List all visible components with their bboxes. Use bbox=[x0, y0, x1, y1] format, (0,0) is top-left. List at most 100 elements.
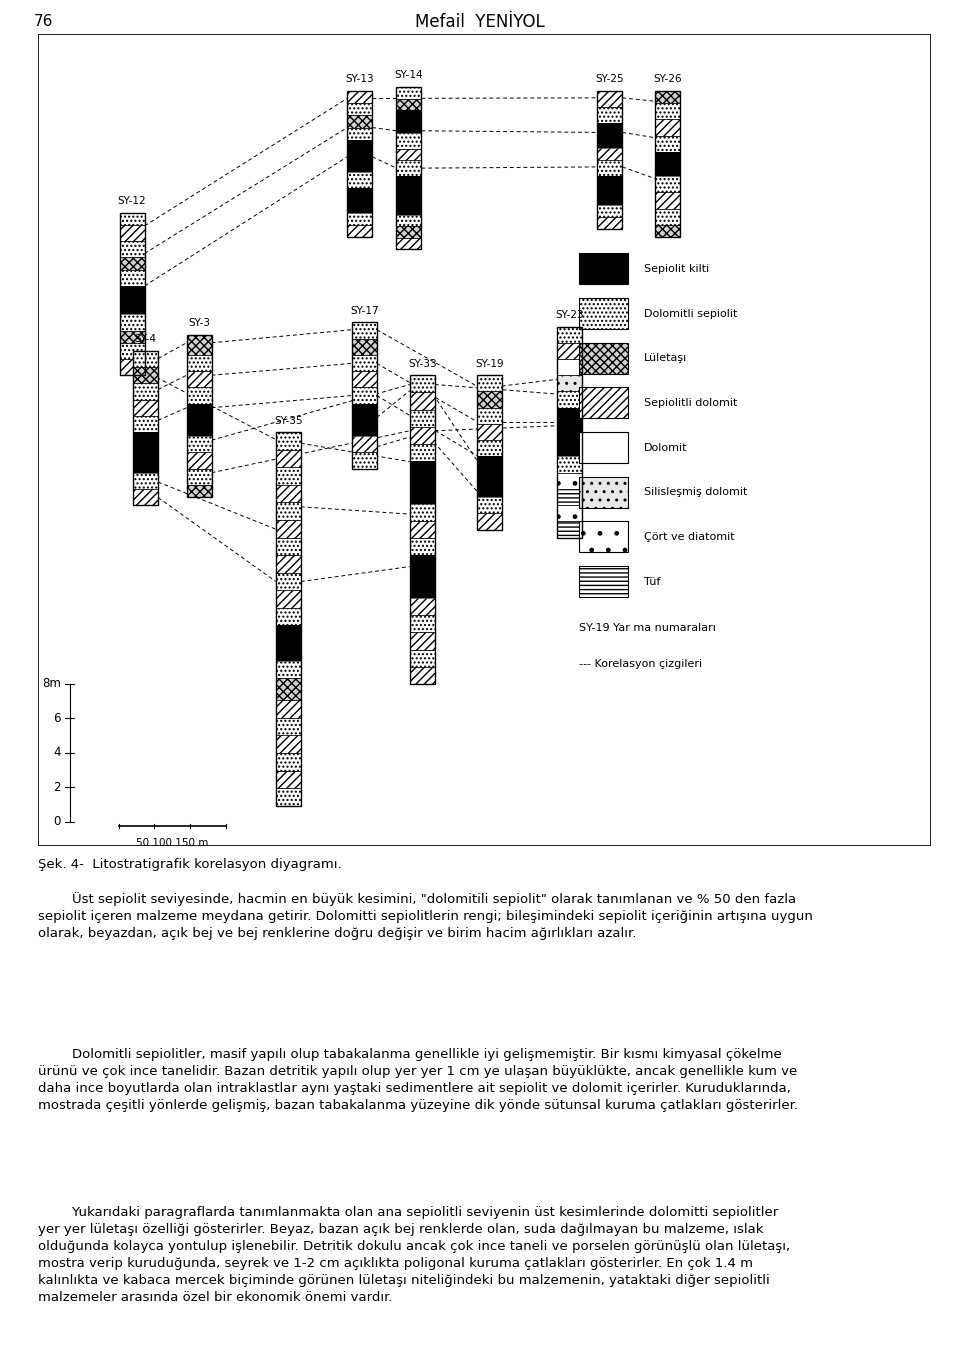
Bar bbox=[120, 359, 145, 375]
Bar bbox=[477, 408, 502, 425]
Bar bbox=[579, 298, 628, 329]
Bar bbox=[477, 408, 502, 425]
Bar bbox=[133, 472, 158, 489]
Text: Çört ve diatomit: Çört ve diatomit bbox=[644, 532, 734, 542]
Bar bbox=[351, 388, 376, 404]
Bar bbox=[396, 87, 421, 98]
Bar bbox=[351, 388, 376, 404]
Bar bbox=[410, 521, 435, 538]
Bar bbox=[579, 343, 628, 374]
Bar bbox=[120, 343, 145, 359]
Bar bbox=[348, 116, 372, 127]
Bar bbox=[133, 433, 158, 472]
Bar bbox=[396, 98, 421, 111]
Bar bbox=[133, 400, 158, 416]
Bar bbox=[396, 134, 421, 149]
Bar bbox=[276, 467, 300, 485]
Bar bbox=[579, 388, 628, 418]
Bar bbox=[410, 666, 435, 684]
Bar bbox=[351, 371, 376, 388]
Bar bbox=[656, 209, 681, 225]
Bar bbox=[557, 505, 582, 521]
Text: SY-13: SY-13 bbox=[346, 75, 374, 85]
Bar bbox=[348, 91, 372, 238]
Bar bbox=[579, 476, 628, 508]
Bar bbox=[579, 433, 628, 463]
Bar bbox=[579, 476, 628, 508]
Bar bbox=[186, 371, 211, 388]
Bar bbox=[656, 192, 681, 209]
Bar bbox=[351, 452, 376, 468]
Bar bbox=[186, 334, 211, 355]
Bar bbox=[477, 456, 502, 497]
Bar bbox=[477, 375, 502, 392]
Text: SY-23: SY-23 bbox=[555, 310, 584, 319]
Bar bbox=[120, 242, 145, 258]
Bar bbox=[396, 87, 421, 98]
Bar bbox=[557, 343, 582, 359]
Text: 50 100 150 m: 50 100 150 m bbox=[136, 838, 208, 848]
Bar bbox=[557, 392, 582, 408]
Bar bbox=[656, 192, 681, 209]
Bar bbox=[557, 326, 582, 343]
Text: Üst sepiolit seviyesinde, hacmin en büyük kesimini, "dolomitili sepiolit" olarak: Üst sepiolit seviyesinde, hacmin en büyü… bbox=[38, 891, 813, 939]
Text: Sepiolit kilti: Sepiolit kilti bbox=[644, 263, 709, 274]
Bar bbox=[410, 632, 435, 650]
Bar bbox=[656, 135, 681, 152]
Bar bbox=[410, 556, 435, 598]
Bar bbox=[276, 590, 300, 607]
Bar bbox=[276, 661, 300, 678]
Bar bbox=[579, 254, 628, 284]
Bar bbox=[557, 343, 582, 359]
Bar bbox=[351, 322, 376, 468]
Bar bbox=[186, 371, 211, 388]
Text: SY-26: SY-26 bbox=[654, 75, 683, 85]
Bar bbox=[186, 452, 211, 468]
Bar bbox=[579, 298, 628, 329]
Bar bbox=[410, 666, 435, 684]
Bar bbox=[186, 437, 211, 452]
Bar bbox=[656, 104, 681, 119]
Bar bbox=[348, 139, 372, 172]
Bar bbox=[597, 205, 622, 217]
Bar bbox=[351, 355, 376, 371]
Bar bbox=[579, 343, 628, 374]
Bar bbox=[186, 468, 211, 485]
Bar bbox=[597, 123, 622, 147]
Bar bbox=[579, 388, 628, 418]
Bar bbox=[410, 444, 435, 461]
Bar bbox=[557, 375, 582, 392]
Bar bbox=[396, 149, 421, 161]
Bar bbox=[579, 388, 628, 418]
Bar bbox=[656, 104, 681, 119]
Text: 4: 4 bbox=[53, 747, 60, 759]
Bar bbox=[120, 258, 145, 270]
Bar bbox=[186, 388, 211, 404]
Text: SY-4: SY-4 bbox=[134, 334, 156, 344]
Bar bbox=[348, 91, 372, 104]
Bar bbox=[396, 214, 421, 227]
Bar bbox=[120, 258, 145, 270]
Bar bbox=[276, 678, 300, 700]
Bar bbox=[133, 351, 158, 367]
Bar bbox=[656, 209, 681, 225]
Text: SY-12: SY-12 bbox=[118, 197, 147, 206]
Text: SY-17: SY-17 bbox=[350, 306, 378, 315]
Bar bbox=[656, 91, 681, 104]
Text: Yukarıdaki paragraflarda tanımlanmakta olan ana sepiolitli seviyenin üst kesimle: Yukarıdaki paragraflarda tanımlanmakta o… bbox=[38, 1207, 790, 1305]
Bar bbox=[276, 753, 300, 770]
Bar bbox=[410, 616, 435, 632]
Bar bbox=[410, 598, 435, 616]
Bar bbox=[351, 437, 376, 452]
Bar bbox=[120, 314, 145, 330]
Bar bbox=[120, 225, 145, 242]
Text: Dolomitli sepiolitler, masif yapılı olup tabakalanma genellikle iyi gelişmemişti: Dolomitli sepiolitler, masif yapılı olup… bbox=[38, 1048, 799, 1112]
Text: SY-33: SY-33 bbox=[408, 359, 437, 369]
Bar bbox=[351, 339, 376, 355]
Bar bbox=[597, 160, 622, 176]
Bar bbox=[410, 538, 435, 556]
Bar bbox=[133, 367, 158, 384]
Bar bbox=[396, 87, 421, 250]
Bar bbox=[579, 566, 628, 597]
Bar bbox=[120, 213, 145, 375]
